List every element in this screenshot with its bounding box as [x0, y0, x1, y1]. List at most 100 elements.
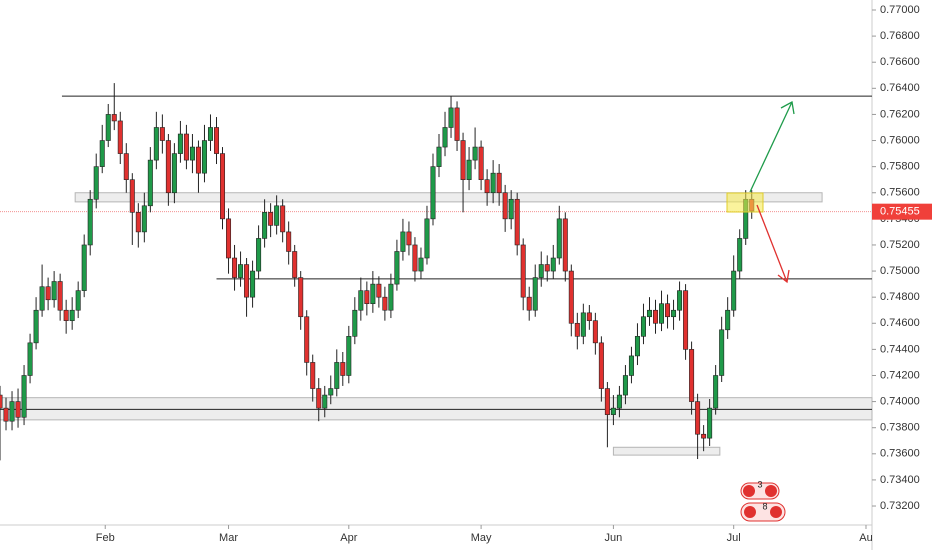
candle-body — [159, 127, 165, 141]
last-price-label: 0.75455 — [880, 206, 920, 218]
candle-body — [478, 146, 484, 180]
candle-body — [39, 286, 45, 311]
y-tick-label: 0.76400 — [880, 82, 920, 94]
candle-body — [436, 146, 442, 167]
candle-body — [69, 309, 75, 321]
zone — [612, 446, 721, 456]
candle-body — [448, 107, 454, 128]
candle-body — [737, 238, 743, 272]
y-tick-label: 0.75000 — [880, 265, 920, 277]
candle-body — [21, 375, 27, 418]
candle-body — [165, 140, 171, 194]
candle-body — [117, 120, 123, 154]
candle-body — [153, 127, 159, 161]
candle-body — [719, 329, 725, 376]
candle-body — [400, 231, 406, 252]
candle-body — [508, 198, 514, 220]
candle-body — [406, 231, 412, 246]
candle-body — [171, 153, 177, 194]
highlight-box — [726, 192, 764, 213]
candle-body — [653, 309, 659, 324]
candle-body — [268, 212, 274, 226]
candle-body — [598, 342, 604, 389]
candle-body — [27, 342, 33, 376]
candle-body — [364, 290, 370, 304]
arrow-head — [777, 269, 790, 284]
candle-body — [9, 401, 15, 422]
candle-body — [418, 257, 424, 272]
candle-body — [111, 114, 117, 122]
candle-body — [412, 244, 418, 272]
candle-body — [622, 375, 628, 396]
candle-body — [677, 290, 683, 311]
candle-body — [304, 316, 310, 363]
badge-icon — [744, 506, 756, 518]
arrow-line — [749, 101, 793, 193]
candle-body — [250, 270, 256, 298]
candle-body — [574, 322, 580, 337]
bull-arrow — [749, 100, 795, 193]
candle-body — [3, 407, 9, 422]
candle-body — [238, 264, 244, 278]
candle-body — [358, 290, 364, 311]
candle-body — [220, 153, 226, 220]
candle-body — [177, 133, 183, 154]
candle-body — [340, 362, 346, 376]
candle-body — [99, 140, 105, 167]
candle-body — [520, 244, 526, 298]
candle-body — [147, 159, 153, 207]
bear-arrow — [756, 204, 790, 284]
candle-body — [592, 320, 598, 344]
candle-body — [424, 218, 430, 259]
candle-body — [707, 407, 713, 439]
badge-icon — [743, 485, 755, 497]
candle-body — [105, 114, 111, 141]
candle-body — [75, 290, 81, 311]
candle-body — [316, 388, 322, 409]
y-tick-label: 0.75800 — [880, 161, 920, 173]
y-tick-label: 0.74800 — [880, 291, 920, 303]
candle-body — [538, 264, 544, 278]
candle-body — [382, 296, 388, 311]
y-tick-label: 0.74200 — [880, 369, 920, 381]
event-count: 3 — [757, 479, 762, 489]
y-tick-label: 0.74400 — [880, 343, 920, 355]
candle-body — [604, 388, 610, 415]
badge-icon — [770, 506, 782, 518]
candle-body — [81, 244, 87, 291]
candle-body — [33, 309, 39, 344]
x-tick-label: May — [471, 532, 492, 544]
candle-body — [659, 303, 665, 324]
candle-body — [376, 283, 382, 298]
y-tick-label: 0.75200 — [880, 239, 920, 251]
candle-body — [213, 127, 219, 154]
candle-body — [665, 303, 671, 318]
candle-body — [93, 166, 99, 200]
candle-body — [689, 349, 695, 402]
candle-body — [556, 218, 562, 259]
candle-body — [430, 166, 436, 220]
candle-body — [568, 270, 574, 324]
candle-body — [370, 283, 376, 304]
candle-body — [256, 238, 262, 272]
candle-body — [713, 375, 719, 409]
y-tick-label: 0.73800 — [880, 422, 920, 434]
x-tick-label: Jul — [727, 532, 741, 544]
y-tick-label: 0.73200 — [880, 500, 920, 512]
y-tick-label: 0.75600 — [880, 187, 920, 199]
event-count: 8 — [762, 501, 767, 511]
candle-body — [454, 107, 460, 141]
candle-body — [580, 312, 586, 337]
arrow-head — [780, 100, 795, 115]
last-price-box — [872, 203, 932, 220]
candle-body — [532, 277, 538, 311]
x-tick-label: Au — [859, 532, 872, 544]
candle-body — [87, 198, 93, 246]
badge-icon — [765, 485, 777, 497]
candle-body — [51, 281, 57, 301]
candle-body — [262, 212, 268, 239]
candle-body — [526, 296, 532, 311]
candle-body — [731, 270, 737, 311]
